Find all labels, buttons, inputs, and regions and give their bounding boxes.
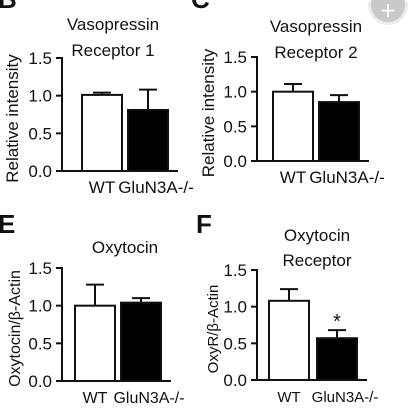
y-tick-label-e-0: 0.0: [28, 372, 52, 391]
y-tick-label-c-3: 1.5: [223, 48, 247, 67]
y-tick-label-c-0: 0.0: [223, 152, 247, 171]
category-label-b-0: WT: [89, 178, 115, 197]
zoom-plus-icon: +: [379, 0, 397, 22]
bar-f-1: [316, 337, 358, 382]
y-tick-label-f-1: 0.5: [223, 334, 247, 353]
chart-title-b-line-2: Receptor 1: [71, 41, 154, 60]
chart-title-e-line-1: Oxytocin: [92, 238, 158, 257]
y-axis-label-f: OxyR/β-Actin: [205, 285, 222, 374]
chart-title-b-line-1: Vasopressin: [67, 15, 159, 34]
category-label-b-1: GluN3A-/-: [118, 178, 194, 197]
category-label-e-0: WT: [83, 390, 108, 407]
y-tick-label-b-0: 0.0: [28, 162, 52, 181]
y-axis-label-e: Oxytocin/β-Actin: [7, 270, 24, 387]
bar-c-0: [272, 90, 314, 162]
bar-c-1: [318, 101, 360, 162]
y-tick-label-e-3: 1.5: [28, 259, 52, 278]
y-tick-label-b-1: 0.5: [28, 124, 52, 143]
significance-mark-f-1: *: [333, 311, 341, 333]
y-axis-label-c: Relative intensity: [199, 48, 218, 177]
y-tick-label-b-2: 1.0: [28, 87, 52, 106]
chart-panel-c: Vasopressin Receptor 2 Relative intensity 0…: [199, 17, 385, 187]
chart-panel-e: Oxytocin Oxytocin/β-Actin 0.0 0.5 1.0 1.5 WT Gl…: [7, 238, 185, 407]
y-tick-label-c-1: 0.5: [223, 117, 247, 136]
y-axis-label-b: Relative intensity: [3, 54, 22, 183]
category-label-f-0: WT: [277, 389, 300, 406]
panel-letter-c: C: [191, 0, 210, 14]
y-tick-label-e-2: 1.0: [28, 297, 52, 316]
chart-title-f-line-2: Receptor: [283, 251, 352, 270]
category-label-f-1: GluN3A-/-: [312, 389, 379, 406]
bar-e-0: [74, 304, 116, 382]
bar-e-1: [120, 301, 162, 382]
y-tick-label-f-0: 0.0: [223, 371, 247, 390]
chart-title-c-line-2: Receptor 2: [274, 43, 357, 62]
y-tick-label-f-2: 1.0: [223, 298, 247, 317]
chart-panel-b: Vasopressin Receptor 1 Relative intensity 0…: [3, 15, 194, 197]
category-label-c-1: GluN3A-/-: [309, 168, 385, 187]
chart-title-f-line-1: Oxytocin: [284, 226, 350, 245]
y-tick-label-f-3: 1.5: [223, 261, 247, 280]
bar-f-0: [268, 299, 310, 381]
panel-letter-f: F: [196, 209, 212, 239]
category-label-c-0: WT: [280, 168, 306, 187]
bar-b-1: [127, 108, 169, 173]
panel-letter-b: B: [0, 0, 17, 14]
y-tick-label-e-1: 0.5: [28, 334, 52, 353]
expand-button[interactable]: +: [371, 0, 405, 22]
category-label-e-1: GluN3A-/-: [113, 390, 184, 407]
y-tick-label-c-2: 1.0: [223, 83, 247, 102]
chart-title-c-line-1: Vasopressin: [270, 17, 362, 36]
bar-b-0: [81, 93, 123, 172]
panel-letter-e: E: [0, 209, 15, 239]
y-tick-label-b-3: 1.5: [28, 49, 52, 68]
